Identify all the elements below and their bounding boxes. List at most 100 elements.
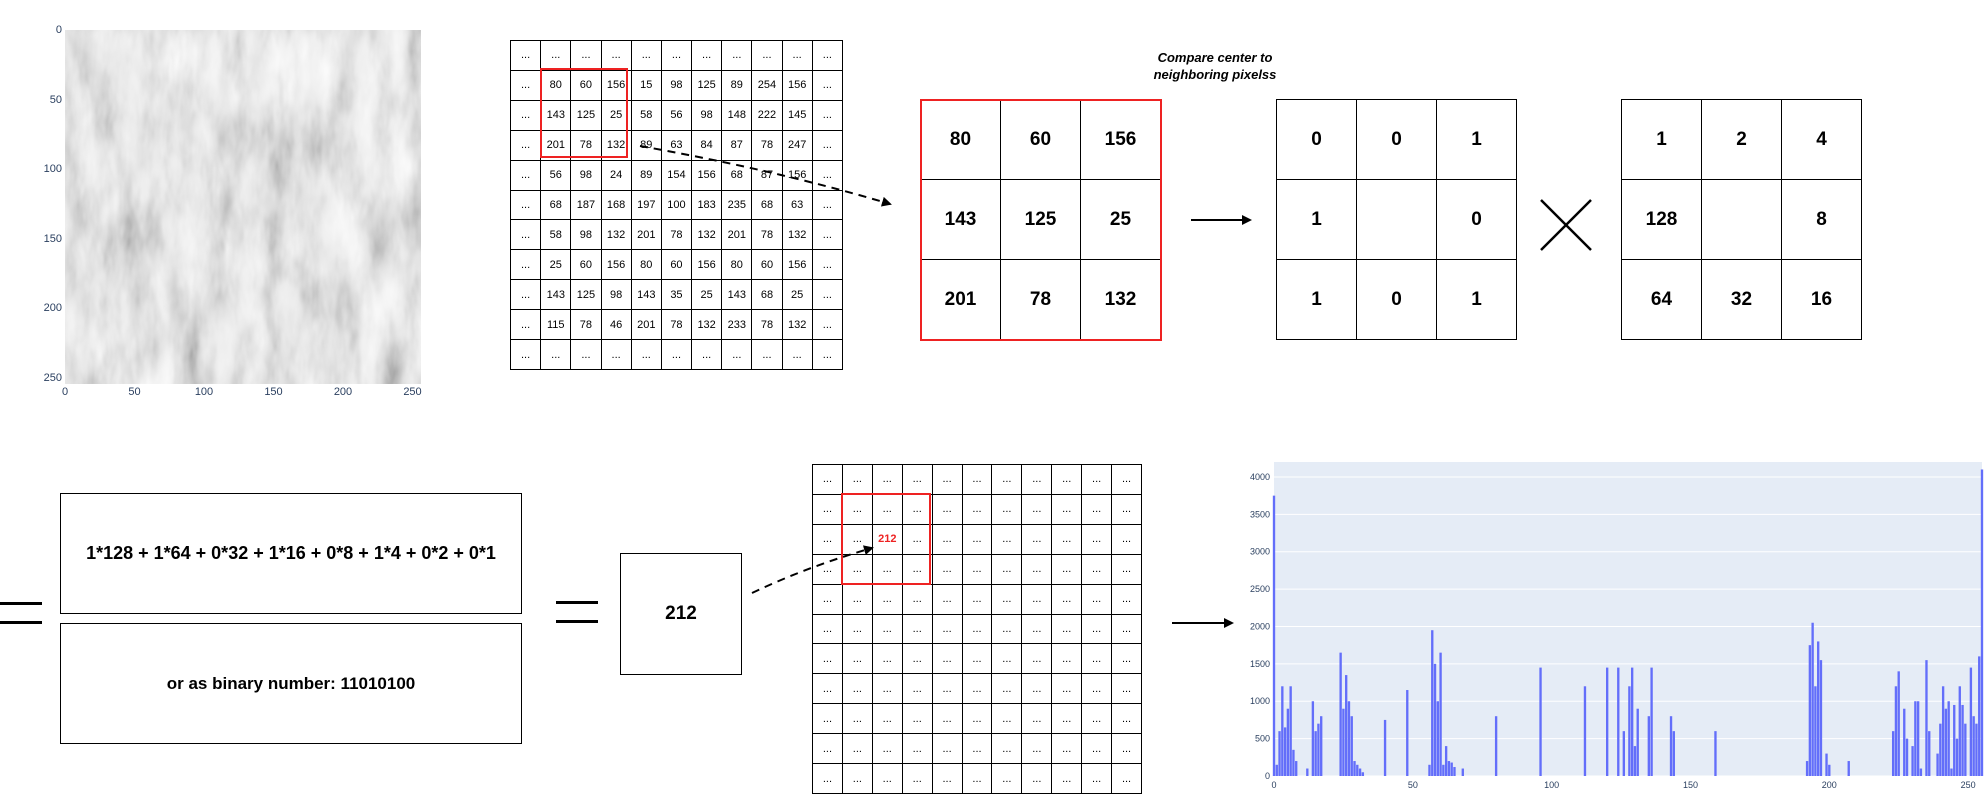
lbp-cell: ... [1021, 523, 1053, 555]
lbp-cell: ... [871, 613, 903, 645]
matrix-cell: 89 [630, 159, 662, 191]
texture-x-tick: 50 [128, 386, 141, 398]
histogram-bar [1617, 667, 1620, 776]
histogram-bar [1828, 764, 1831, 776]
result-value: 212 [665, 603, 697, 624]
lbp-row: ................................. [812, 673, 1142, 705]
lbp-cell: ... [991, 763, 1023, 794]
lbp-cell: ... [812, 733, 843, 765]
threshold-cell: 1 [1436, 259, 1517, 340]
lbp-row: ................................. [812, 763, 1142, 794]
matrix-cell: ... [811, 69, 844, 101]
matrix-cell: ... [540, 40, 572, 71]
histogram-bar [1450, 762, 1453, 776]
histogram-bar [1955, 738, 1959, 776]
lbp-histogram-chart: 0 500 1000 1500 2000 2500 3000 3500 4000 0 50 100 15… [1250, 462, 1984, 790]
matrix-cell: 197 [630, 189, 662, 221]
lbp-cell: ... [991, 583, 1023, 615]
matrix-cell: 233 [721, 309, 753, 341]
histogram-bar [1278, 731, 1281, 776]
histogram-bar [1817, 641, 1820, 776]
histogram-bar [1808, 645, 1812, 776]
texture-y-tick: 250 [43, 371, 62, 384]
y-tick-label: 3000 [1250, 547, 1270, 557]
matrix-cell: 145 [781, 99, 813, 131]
lbp-cell: ... [812, 553, 843, 585]
histogram-bar [1714, 731, 1717, 776]
histogram-bar [1272, 495, 1276, 776]
equals-icon [0, 602, 42, 624]
matrix-cell: ... [509, 279, 542, 311]
equals-icon [556, 601, 598, 623]
lbp-cell: ... [871, 673, 903, 705]
histogram-bar [1911, 746, 1914, 776]
histogram-bar [1442, 764, 1445, 776]
histogram-bar [1650, 667, 1653, 776]
matrix-row: ... 58 98 132 201 78 132 201 78 132... [509, 219, 844, 251]
lbp-cell: ... [812, 763, 843, 794]
matrix-cell: 156 [781, 69, 813, 101]
lbp-cell: ... [1111, 643, 1142, 675]
matrix-cell: 98 [660, 69, 693, 101]
histogram-bar [1916, 701, 1920, 776]
histogram-bar [1914, 701, 1917, 776]
lbp-cell: ... [961, 673, 993, 705]
formula-sum-text: 1*128 + 1*64 + 0*32 + 1*16 + 0*8 + 1*4 +… [86, 543, 496, 563]
matrix-cell: 125 [570, 279, 602, 311]
lbp-cell: ... [1111, 613, 1142, 645]
lbp-row: ................................. [812, 553, 1142, 585]
matrix-row: ................................. [509, 339, 844, 370]
lbp-cell: ... [1111, 763, 1142, 794]
histogram-bar [1347, 701, 1351, 776]
histogram-bar [1275, 764, 1278, 776]
histogram-bar [1628, 686, 1631, 776]
histogram-bar [1433, 663, 1437, 776]
histogram-bar [1636, 708, 1639, 776]
lbp-cell: ... [841, 673, 873, 705]
lbp-cell: ... [1081, 464, 1113, 495]
histogram-bar [1339, 652, 1342, 776]
formula-sum-box: 1*128 + 1*64 + 0*32 + 1*16 + 0*8 + 1*4 +… [60, 493, 522, 614]
matrix-cell: 132 [781, 309, 813, 341]
lbp-cell: ... [871, 464, 903, 495]
pixel-matrix: .................................... 80 60… [509, 40, 844, 370]
lbp-row: ................................. [812, 613, 1142, 645]
histogram-bar [1944, 708, 1948, 776]
matrix-cell: 201 [540, 129, 572, 161]
x-tick-label: 250 [1961, 780, 1976, 790]
matrix-cell: ... [811, 309, 844, 341]
matrix-cell: ... [811, 159, 844, 191]
y-tick-label: 2000 [1250, 621, 1270, 631]
histogram-bar [1583, 686, 1587, 776]
histogram-bar [1431, 630, 1434, 776]
x-tick-label: 150 [1683, 780, 1698, 790]
matrix-cell: ... [811, 40, 844, 71]
matrix-cell: 68 [751, 279, 783, 311]
compare-caption: Compare center to neighboring pixelss [1153, 50, 1277, 82]
histogram-bar [1941, 686, 1945, 776]
matrix-row: ... 25 60 156 80 60 156 80 60 156... [509, 249, 844, 281]
matrix-cell: 98 [570, 219, 602, 251]
histogram-bar [1494, 716, 1498, 776]
histogram-bar [1406, 690, 1409, 776]
dashed-arrow-to-neighborhood [639, 145, 892, 207]
plot-background [1274, 462, 1982, 776]
histogram-bar [1980, 469, 1984, 776]
matrix-cell: 156 [781, 159, 813, 191]
histogram-bar [1964, 723, 1967, 776]
matrix-cell: 132 [600, 219, 632, 251]
matrix-cell: ... [811, 129, 844, 161]
lbp-cell: ... [991, 613, 1023, 645]
matrix-cell: ... [600, 40, 632, 71]
texture-x-tick: 0 [61, 386, 69, 398]
histogram-bar [1286, 708, 1290, 776]
lbp-cell: ... [1081, 703, 1113, 735]
histogram-bar [1353, 761, 1356, 776]
histogram-bar [1825, 753, 1828, 776]
histogram-bar [1961, 704, 1964, 776]
matrix-cell: ... [630, 339, 662, 370]
lbp-cell: ... [961, 493, 993, 525]
histogram-bar [1358, 768, 1362, 776]
x-tick-label: 200 [1822, 780, 1837, 790]
histogram-bar [1905, 738, 1909, 776]
